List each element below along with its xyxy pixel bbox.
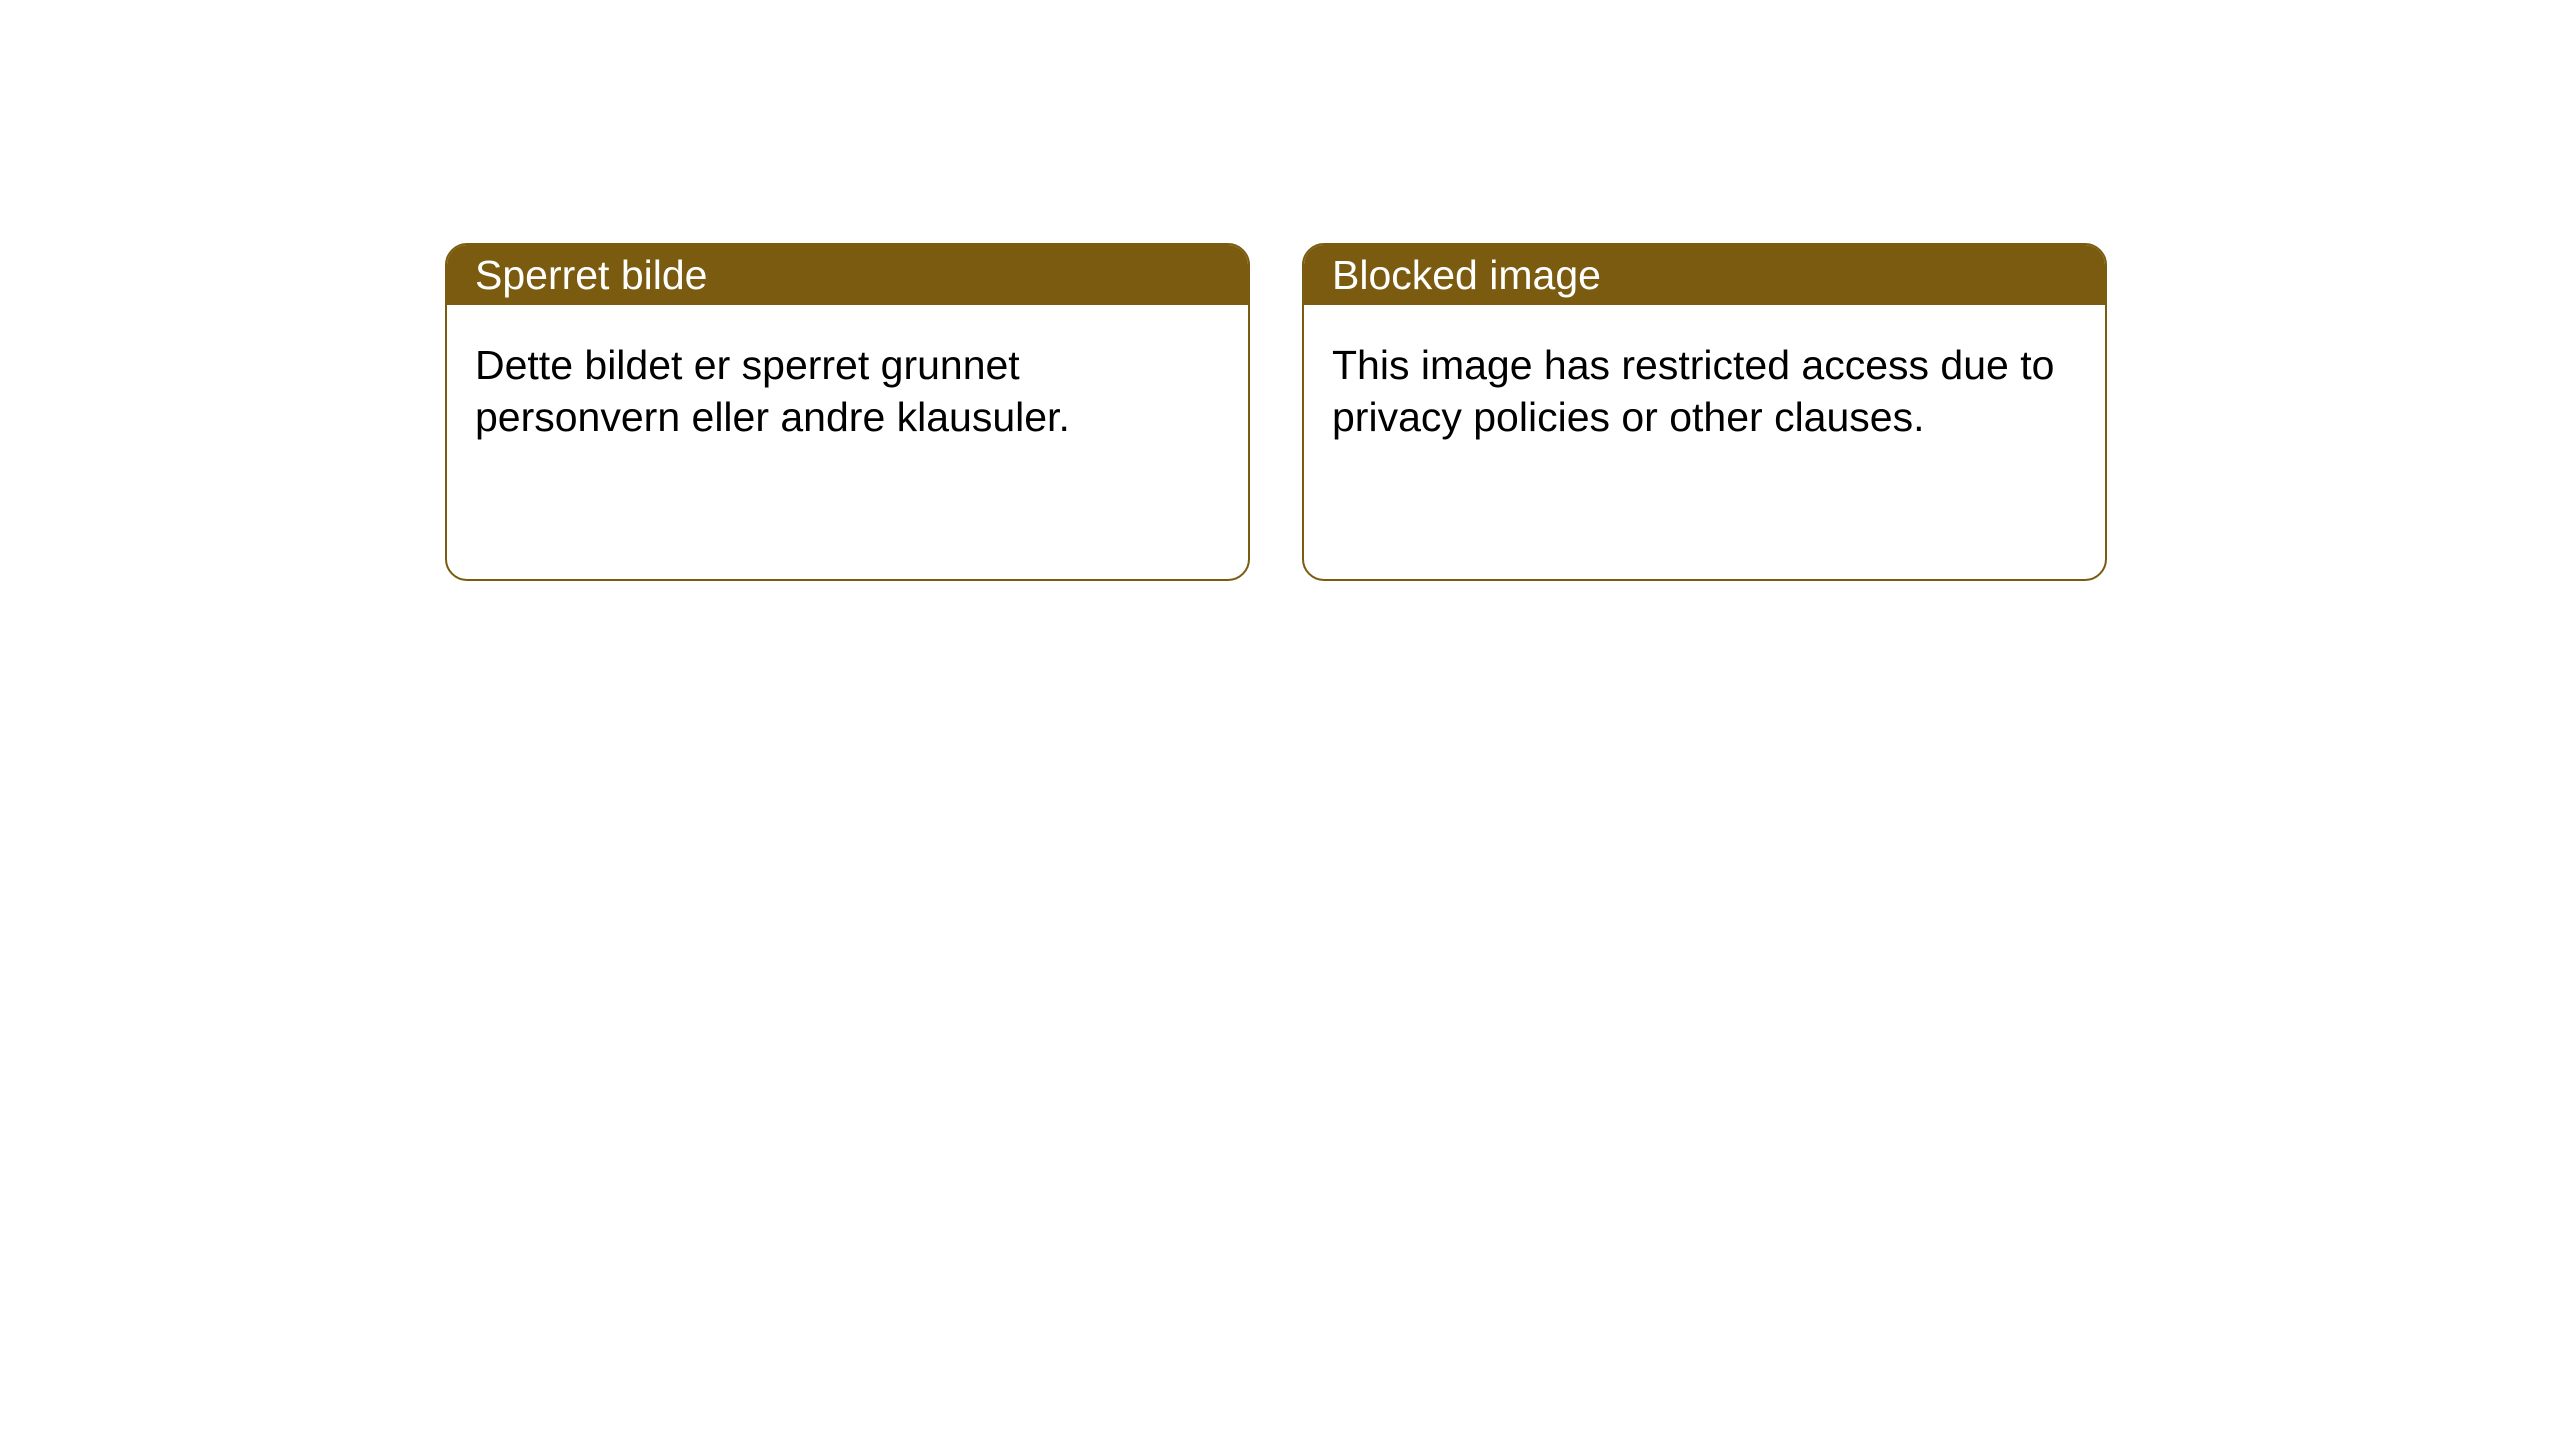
card-container: Sperret bilde Dette bildet er sperret gr… xyxy=(0,0,2560,581)
card-body-text: Dette bildet er sperret grunnet personve… xyxy=(475,342,1070,440)
card-body: Dette bildet er sperret grunnet personve… xyxy=(447,305,1248,477)
blocked-image-card-no: Sperret bilde Dette bildet er sperret gr… xyxy=(445,243,1250,581)
card-body: This image has restricted access due to … xyxy=(1304,305,2105,477)
card-header: Sperret bilde xyxy=(447,245,1248,305)
card-title: Sperret bilde xyxy=(475,252,707,298)
card-header: Blocked image xyxy=(1304,245,2105,305)
blocked-image-card-en: Blocked image This image has restricted … xyxy=(1302,243,2107,581)
card-body-text: This image has restricted access due to … xyxy=(1332,342,2054,440)
card-title: Blocked image xyxy=(1332,252,1601,298)
